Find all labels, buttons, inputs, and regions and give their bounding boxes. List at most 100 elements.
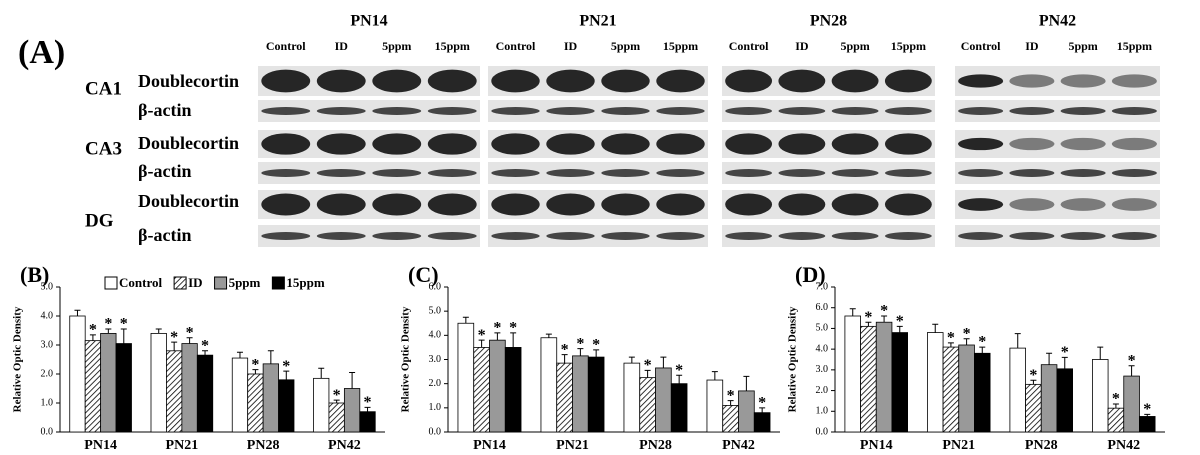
significance-star: * xyxy=(89,322,97,339)
error-bar xyxy=(1128,365,1135,377)
blot-background xyxy=(955,100,1160,122)
y-tick-label: 4.0 xyxy=(429,330,442,341)
error-bar xyxy=(881,315,888,323)
blot-band xyxy=(372,193,422,216)
lane-label: ID xyxy=(795,39,809,53)
error-bar xyxy=(267,350,274,364)
blot-band xyxy=(601,133,650,155)
blot-band xyxy=(831,232,879,240)
error-bar xyxy=(478,339,485,348)
blot-background xyxy=(488,162,708,184)
blot-band xyxy=(491,133,540,155)
significance-star: * xyxy=(758,395,766,412)
blot-band xyxy=(725,169,773,177)
blot-band xyxy=(884,169,932,177)
significance-star: * xyxy=(896,313,904,330)
blot-band xyxy=(725,193,773,216)
significance-star: * xyxy=(509,320,517,337)
row-label: Doublecortin xyxy=(138,71,239,91)
bar xyxy=(150,332,167,433)
bar xyxy=(489,339,506,433)
error-bar xyxy=(561,354,568,364)
bar xyxy=(655,367,672,433)
bar xyxy=(1040,364,1058,433)
error-bar xyxy=(349,372,356,389)
significance-star: * xyxy=(170,329,178,346)
blot-band xyxy=(1060,74,1106,88)
blot-band xyxy=(261,133,311,155)
region-label: DG xyxy=(85,210,114,231)
x-tick-label: PN14 xyxy=(84,438,117,453)
bar xyxy=(670,383,688,433)
lane-label: 15ppm xyxy=(663,39,698,53)
error-bar xyxy=(743,375,750,391)
error-bar xyxy=(155,328,162,334)
significance-star: * xyxy=(561,341,569,358)
blot-band xyxy=(546,232,595,240)
significance-star: * xyxy=(1143,401,1151,418)
error-bar xyxy=(644,369,651,378)
blot-band xyxy=(1111,74,1157,88)
error-bar xyxy=(759,407,766,413)
error-bar xyxy=(577,348,584,356)
x-tick-label: PN28 xyxy=(639,438,672,453)
bar xyxy=(974,352,991,433)
blot-band xyxy=(372,169,422,177)
bar xyxy=(844,315,861,433)
significance-star: * xyxy=(963,325,971,342)
panel-label: (B) xyxy=(20,262,49,287)
lane-label: Control xyxy=(266,39,306,53)
blot-band xyxy=(831,107,879,115)
significance-star: * xyxy=(1061,344,1069,361)
significance-star: * xyxy=(364,394,372,411)
x-tick-label: PN14 xyxy=(860,438,893,453)
x-tick-label: PN14 xyxy=(473,438,506,453)
blot-band xyxy=(372,69,422,93)
blot-band xyxy=(261,232,311,240)
error-bar xyxy=(1112,403,1119,409)
error-bar xyxy=(74,309,81,316)
bar xyxy=(247,373,264,433)
significance-star: * xyxy=(978,334,986,351)
blot-band xyxy=(316,107,366,115)
y-tick-label: 6.0 xyxy=(816,302,829,313)
y-tick-label: 1.0 xyxy=(41,397,54,408)
bar xyxy=(181,343,198,433)
bar xyxy=(473,347,490,433)
bar xyxy=(753,412,771,433)
blot-band xyxy=(656,193,705,216)
blot-band xyxy=(884,107,932,115)
bar xyxy=(196,354,214,433)
panel-label: (A) xyxy=(18,34,65,71)
y-tick-label: 6.0 xyxy=(429,281,442,292)
legend-label: Control xyxy=(119,275,162,290)
blot-band xyxy=(372,133,422,155)
blot-band xyxy=(491,69,540,93)
blot-background xyxy=(722,225,935,247)
bar xyxy=(1056,368,1074,433)
error-bar xyxy=(865,321,872,327)
bar xyxy=(457,322,475,433)
blot-band xyxy=(316,232,366,240)
bar xyxy=(875,321,893,433)
error-bar xyxy=(1030,379,1037,385)
blot-band xyxy=(427,69,477,93)
bar xyxy=(1092,359,1109,433)
lane-label: 15ppm xyxy=(1117,39,1152,53)
blot-band xyxy=(601,107,650,115)
blot-band xyxy=(1060,198,1106,211)
significance-star: * xyxy=(864,309,872,326)
blot-band xyxy=(958,169,1004,177)
timepoint-label: PN14 xyxy=(350,13,387,30)
blot-band xyxy=(1009,137,1055,151)
blot-band xyxy=(261,193,311,216)
y-tick-label: 2.0 xyxy=(41,368,54,379)
bar xyxy=(639,377,656,433)
significance-star: * xyxy=(644,357,652,374)
blot-band xyxy=(1009,169,1055,177)
blot-band xyxy=(831,69,879,93)
y-tick-label: 1.0 xyxy=(816,406,829,417)
blot-band xyxy=(491,232,540,240)
significance-star: * xyxy=(576,335,584,352)
error-bar xyxy=(364,406,371,412)
